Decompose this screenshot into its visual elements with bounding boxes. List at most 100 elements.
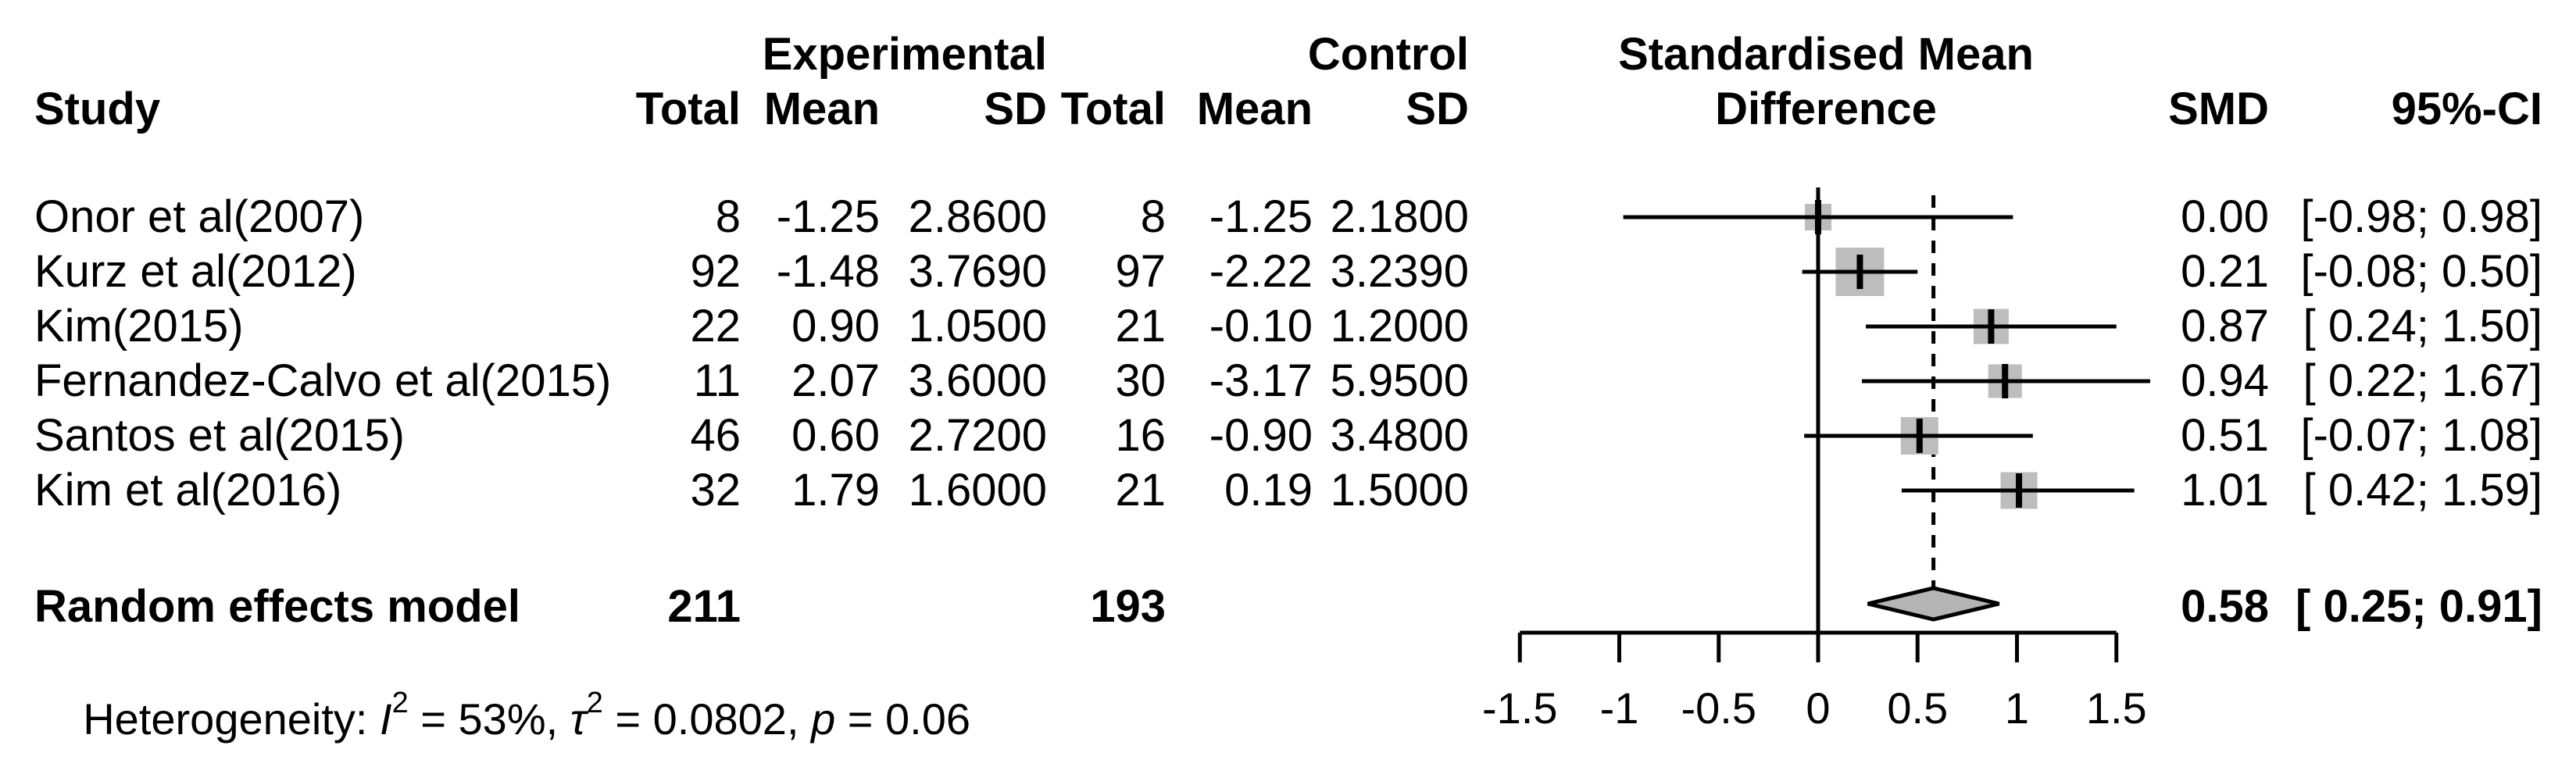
cell-exp-total: 32 — [690, 465, 741, 515]
effect-tick — [1815, 200, 1821, 234]
cell-ctl-mean: -3.17 — [1209, 355, 1313, 406]
cell-exp-mean: -1.48 — [776, 246, 880, 297]
cell-ctl-total: 8 — [1140, 191, 1166, 242]
col-header-ci: 95%-CI — [2391, 84, 2542, 134]
effect-tick — [1988, 309, 1995, 344]
cell-exp-sd: 2.7200 — [908, 410, 1047, 461]
cell-exp-sd: 1.0500 — [908, 301, 1047, 351]
study-row: Kurz et al(2012) 92 -1.48 3.7690 97 -2.22 3.23… — [0, 244, 2576, 299]
cell-study-name: Kim et al(2016) — [34, 465, 342, 515]
x-axis-tick-label: -1 — [1600, 683, 1639, 733]
cell-ctl-mean: -1.25 — [1209, 191, 1313, 242]
cell-exp-total: 11 — [693, 355, 741, 406]
col-header-smd: SMD — [2168, 84, 2269, 134]
cell-exp-mean: 0.60 — [791, 410, 880, 461]
pooled-ci: [ 0.25; 0.91] — [2296, 581, 2542, 632]
cell-ctl-mean: 0.19 — [1224, 465, 1313, 515]
cell-ctl-sd: 3.4800 — [1330, 410, 1469, 461]
cell-study-name: Kurz et al(2012) — [34, 246, 357, 297]
cell-ci: [ 0.22; 1.67] — [2303, 355, 2542, 406]
cell-exp-total: 46 — [690, 410, 741, 461]
cell-ctl-total: 97 — [1115, 246, 1166, 297]
study-row: Kim(2015) 22 0.90 1.0500 21 -0.10 1.2000 0.87 [ … — [0, 299, 2576, 354]
cell-exp-total: 8 — [715, 191, 741, 242]
cell-ctl-total: 30 — [1115, 355, 1166, 406]
col-header-ctl-mean: Mean — [1196, 84, 1313, 134]
cell-ctl-sd: 1.2000 — [1330, 301, 1469, 351]
col-header-effect-line2: Difference — [1715, 84, 1937, 134]
col-header-exp-sd: SD — [984, 84, 1047, 134]
cell-ctl-sd: 3.2390 — [1330, 246, 1469, 297]
x-axis-tick-label: 0.5 — [1887, 683, 1948, 733]
study-row: Fernandez-Calvo et al(2015) 11 2.07 3.6000 3… — [0, 354, 2576, 408]
cell-exp-sd: 1.6000 — [908, 465, 1047, 515]
cell-smd: 0.51 — [2181, 410, 2269, 461]
header-row-columns: Study Total Mean SD Total Mean SD Differ… — [0, 82, 2576, 137]
col-header-exp-mean: Mean — [763, 84, 880, 134]
cell-ctl-total: 21 — [1115, 301, 1166, 351]
study-row: Santos et al(2015) 46 0.60 2.7200 16 -0.90 3.4… — [0, 408, 2576, 463]
cell-exp-mean: 0.90 — [791, 301, 880, 351]
het-i-sup: 2 — [391, 687, 409, 719]
col-header-study: Study — [34, 84, 161, 134]
cell-ci: [-0.08; 0.50] — [2300, 246, 2542, 297]
cell-exp-total: 92 — [690, 246, 741, 297]
cell-ctl-mean: -0.10 — [1209, 301, 1313, 351]
het-p-value: = 0.06 — [835, 694, 971, 744]
cell-smd: 0.21 — [2181, 246, 2269, 297]
heterogeneity-note: Heterogeneity: I2 = 53%, τ2 = 0.0802, p … — [34, 637, 970, 744]
cell-exp-sd: 3.6000 — [908, 355, 1047, 406]
pooled-diamond — [1867, 586, 2000, 622]
cell-smd: 0.00 — [2181, 191, 2269, 242]
het-prefix: Heterogeneity: — [83, 694, 381, 744]
cell-study-name: Fernandez-Calvo et al(2015) — [34, 355, 612, 406]
cell-ci: [-0.98; 0.98] — [2300, 191, 2542, 242]
cell-ctl-sd: 1.5000 — [1330, 465, 1469, 515]
header-row-groups: Experimental Control Standardised Mean — [0, 27, 2576, 82]
cell-smd: 1.01 — [2181, 465, 2269, 515]
het-i-value: = 53%, — [408, 694, 570, 744]
col-header-control: Control — [1307, 29, 1469, 80]
pooled-ctl-total: 193 — [1090, 581, 1166, 632]
cell-study-name: Kim(2015) — [34, 301, 244, 351]
cell-exp-mean: -1.25 — [776, 191, 880, 242]
x-axis-tick-label: 1 — [2005, 683, 2029, 733]
col-header-ctl-total: Total — [1060, 84, 1166, 134]
het-tau-sup: 2 — [586, 687, 603, 719]
het-p-symbol: p — [811, 694, 836, 744]
cell-smd: 0.94 — [2181, 355, 2269, 406]
cell-ctl-sd: 2.1800 — [1330, 191, 1469, 242]
het-tau-symbol: τ — [570, 694, 587, 744]
cell-ctl-mean: -2.22 — [1209, 246, 1313, 297]
cell-ctl-sd: 5.9500 — [1330, 355, 1469, 406]
col-header-experimental: Experimental — [762, 29, 1047, 80]
cell-exp-mean: 1.79 — [791, 465, 880, 515]
cell-ctl-total: 21 — [1115, 465, 1166, 515]
cell-ci: [-0.07; 1.08] — [2300, 410, 2542, 461]
x-axis-tick-label: 0 — [1806, 683, 1830, 733]
x-axis-tick-label: 1.5 — [2086, 683, 2147, 733]
cell-study-name: Santos et al(2015) — [34, 410, 405, 461]
pooled-smd: 0.58 — [2181, 581, 2269, 632]
effect-tick — [1916, 419, 1923, 453]
effect-tick — [1856, 255, 1863, 289]
het-i-symbol: I — [380, 694, 392, 744]
cell-exp-mean: 2.07 — [791, 355, 880, 406]
pooled-row: Random effects model 211 193 0.58 [ 0.25… — [0, 580, 2576, 634]
cell-exp-total: 22 — [690, 301, 741, 351]
study-row: Onor et al(2007) 8 -1.25 2.8600 8 -1.25 2.1800… — [0, 190, 2576, 244]
col-header-ctl-sd: SD — [1406, 84, 1469, 134]
cell-ctl-total: 16 — [1115, 410, 1166, 461]
cell-ci: [ 0.24; 1.50] — [2303, 301, 2542, 351]
x-axis-tick-label: -0.5 — [1681, 683, 1757, 733]
effect-tick — [2002, 364, 2009, 398]
col-header-exp-total: Total — [635, 84, 741, 134]
pooled-label: Random effects model — [34, 581, 520, 632]
x-axis-tick-label: -1.5 — [1482, 683, 1558, 733]
effect-tick — [2016, 473, 2023, 508]
cell-smd: 0.87 — [2181, 301, 2269, 351]
cell-ci: [ 0.42; 1.59] — [2303, 465, 2542, 515]
pooled-exp-total: 211 — [667, 581, 741, 632]
